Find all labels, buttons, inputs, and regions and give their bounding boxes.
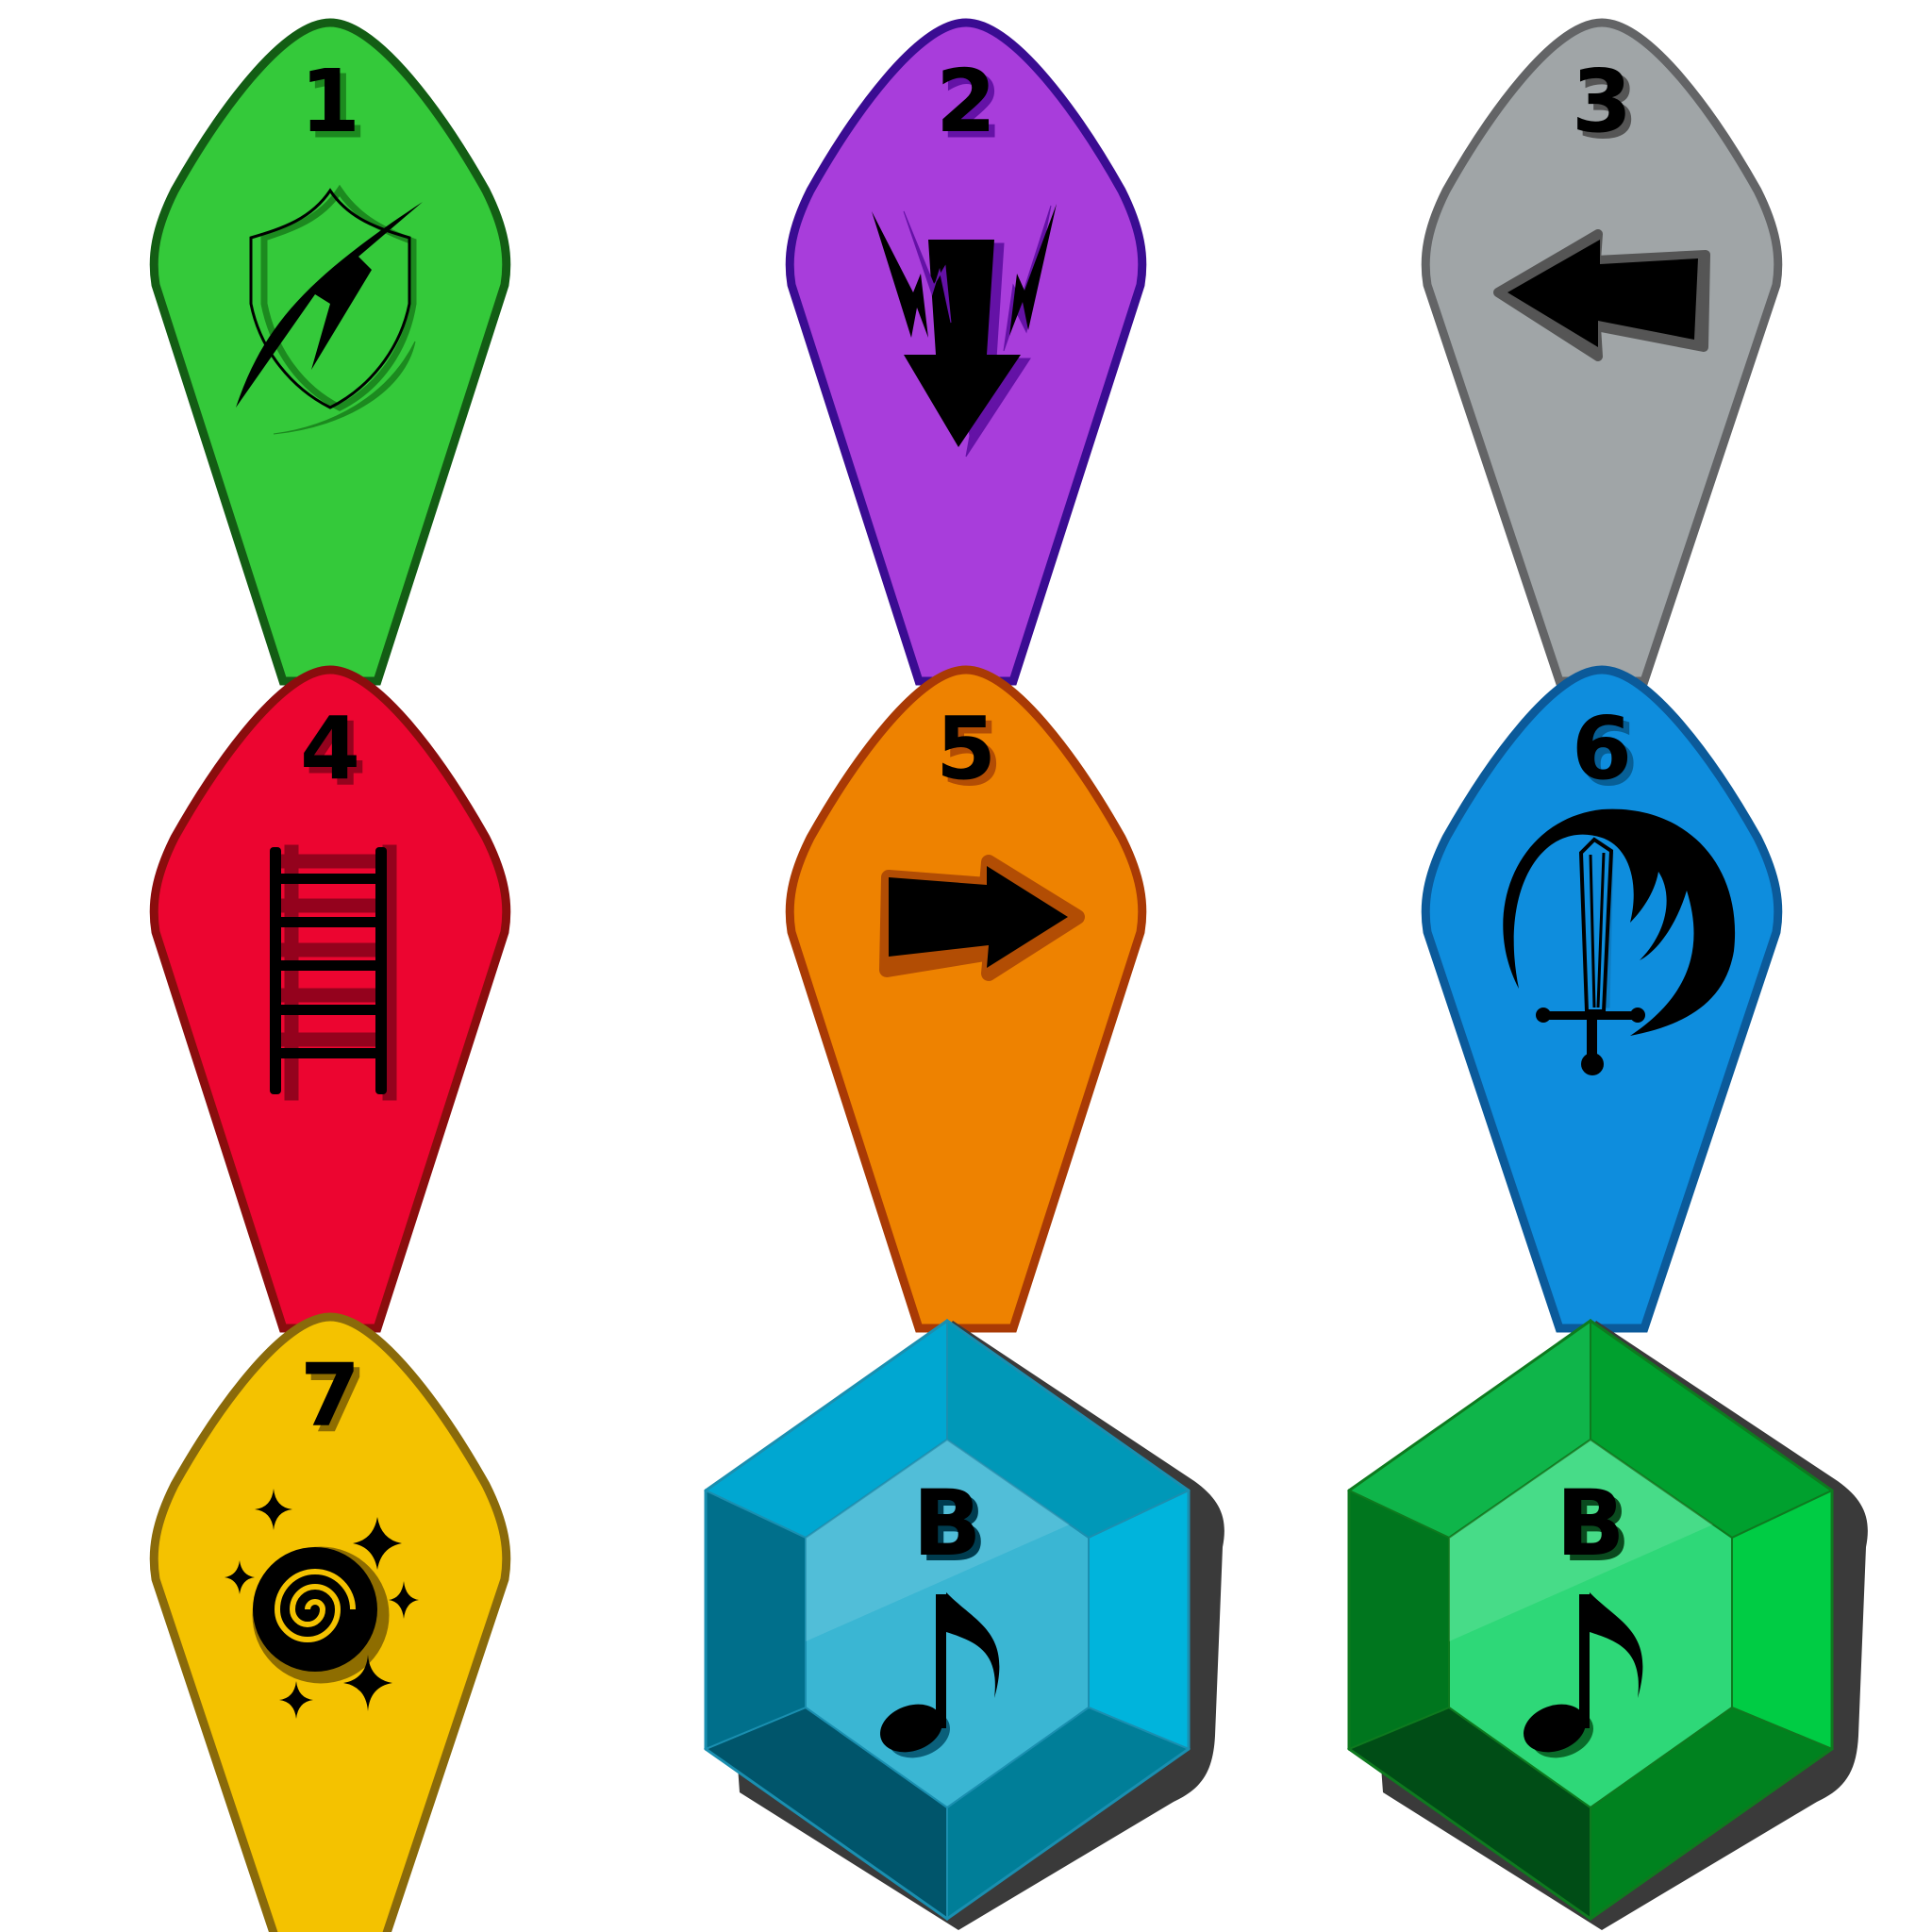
swirl-stars-icon [225,1489,419,1719]
token-6-number-shadow: 6 [1577,704,1638,805]
token-3[interactable]: 3 3 [1425,23,1778,681]
token-3-number: 3 [1572,51,1632,152]
ladder-icon [270,844,397,1101]
sword-crescent-icon [1503,808,1736,1075]
left-arrow-icon [1493,229,1710,361]
token-1-number-shadow: 1 [306,57,366,158]
token-5[interactable]: 5 5 [790,670,1142,1328]
token-5-number: 5 [936,698,996,799]
lightning-down-arrow-icon [872,204,1057,458]
gem-2-label: B [1556,1471,1624,1576]
token-7-number: 7 [300,1345,360,1446]
token-1-number: 1 [300,51,360,152]
gem-1-label: B [912,1471,981,1576]
music-note-icon [1524,1592,1643,1758]
token-6[interactable]: 6 6 [1425,670,1778,1328]
token-5-number-shadow: 5 [941,704,1002,805]
token-2[interactable]: 2 2 [790,23,1142,681]
right-arrow-icon [879,855,1085,981]
token-7-number-shadow: 7 [306,1351,366,1452]
token-4[interactable]: 4 4 [154,670,507,1328]
gem-1[interactable]: B B [703,1319,1224,1930]
gem-1-label-shadow: B [918,1476,987,1582]
token-4-number-shadow: 4 [306,704,366,805]
token-2-number-shadow: 2 [941,57,1002,158]
token-1[interactable]: 1 1 [154,23,507,681]
token-2-number: 2 [936,51,996,152]
gem-2-label-shadow: B [1561,1476,1630,1582]
gem-2[interactable]: B B [1346,1319,1868,1930]
token-6-number: 6 [1572,698,1632,799]
token-4-number: 4 [300,698,360,799]
token-7[interactable]: 7 7 [154,1317,507,1932]
broken-shield-icon [236,184,423,435]
token-3-number-shadow: 3 [1577,57,1638,158]
music-note-icon [880,1592,1000,1758]
